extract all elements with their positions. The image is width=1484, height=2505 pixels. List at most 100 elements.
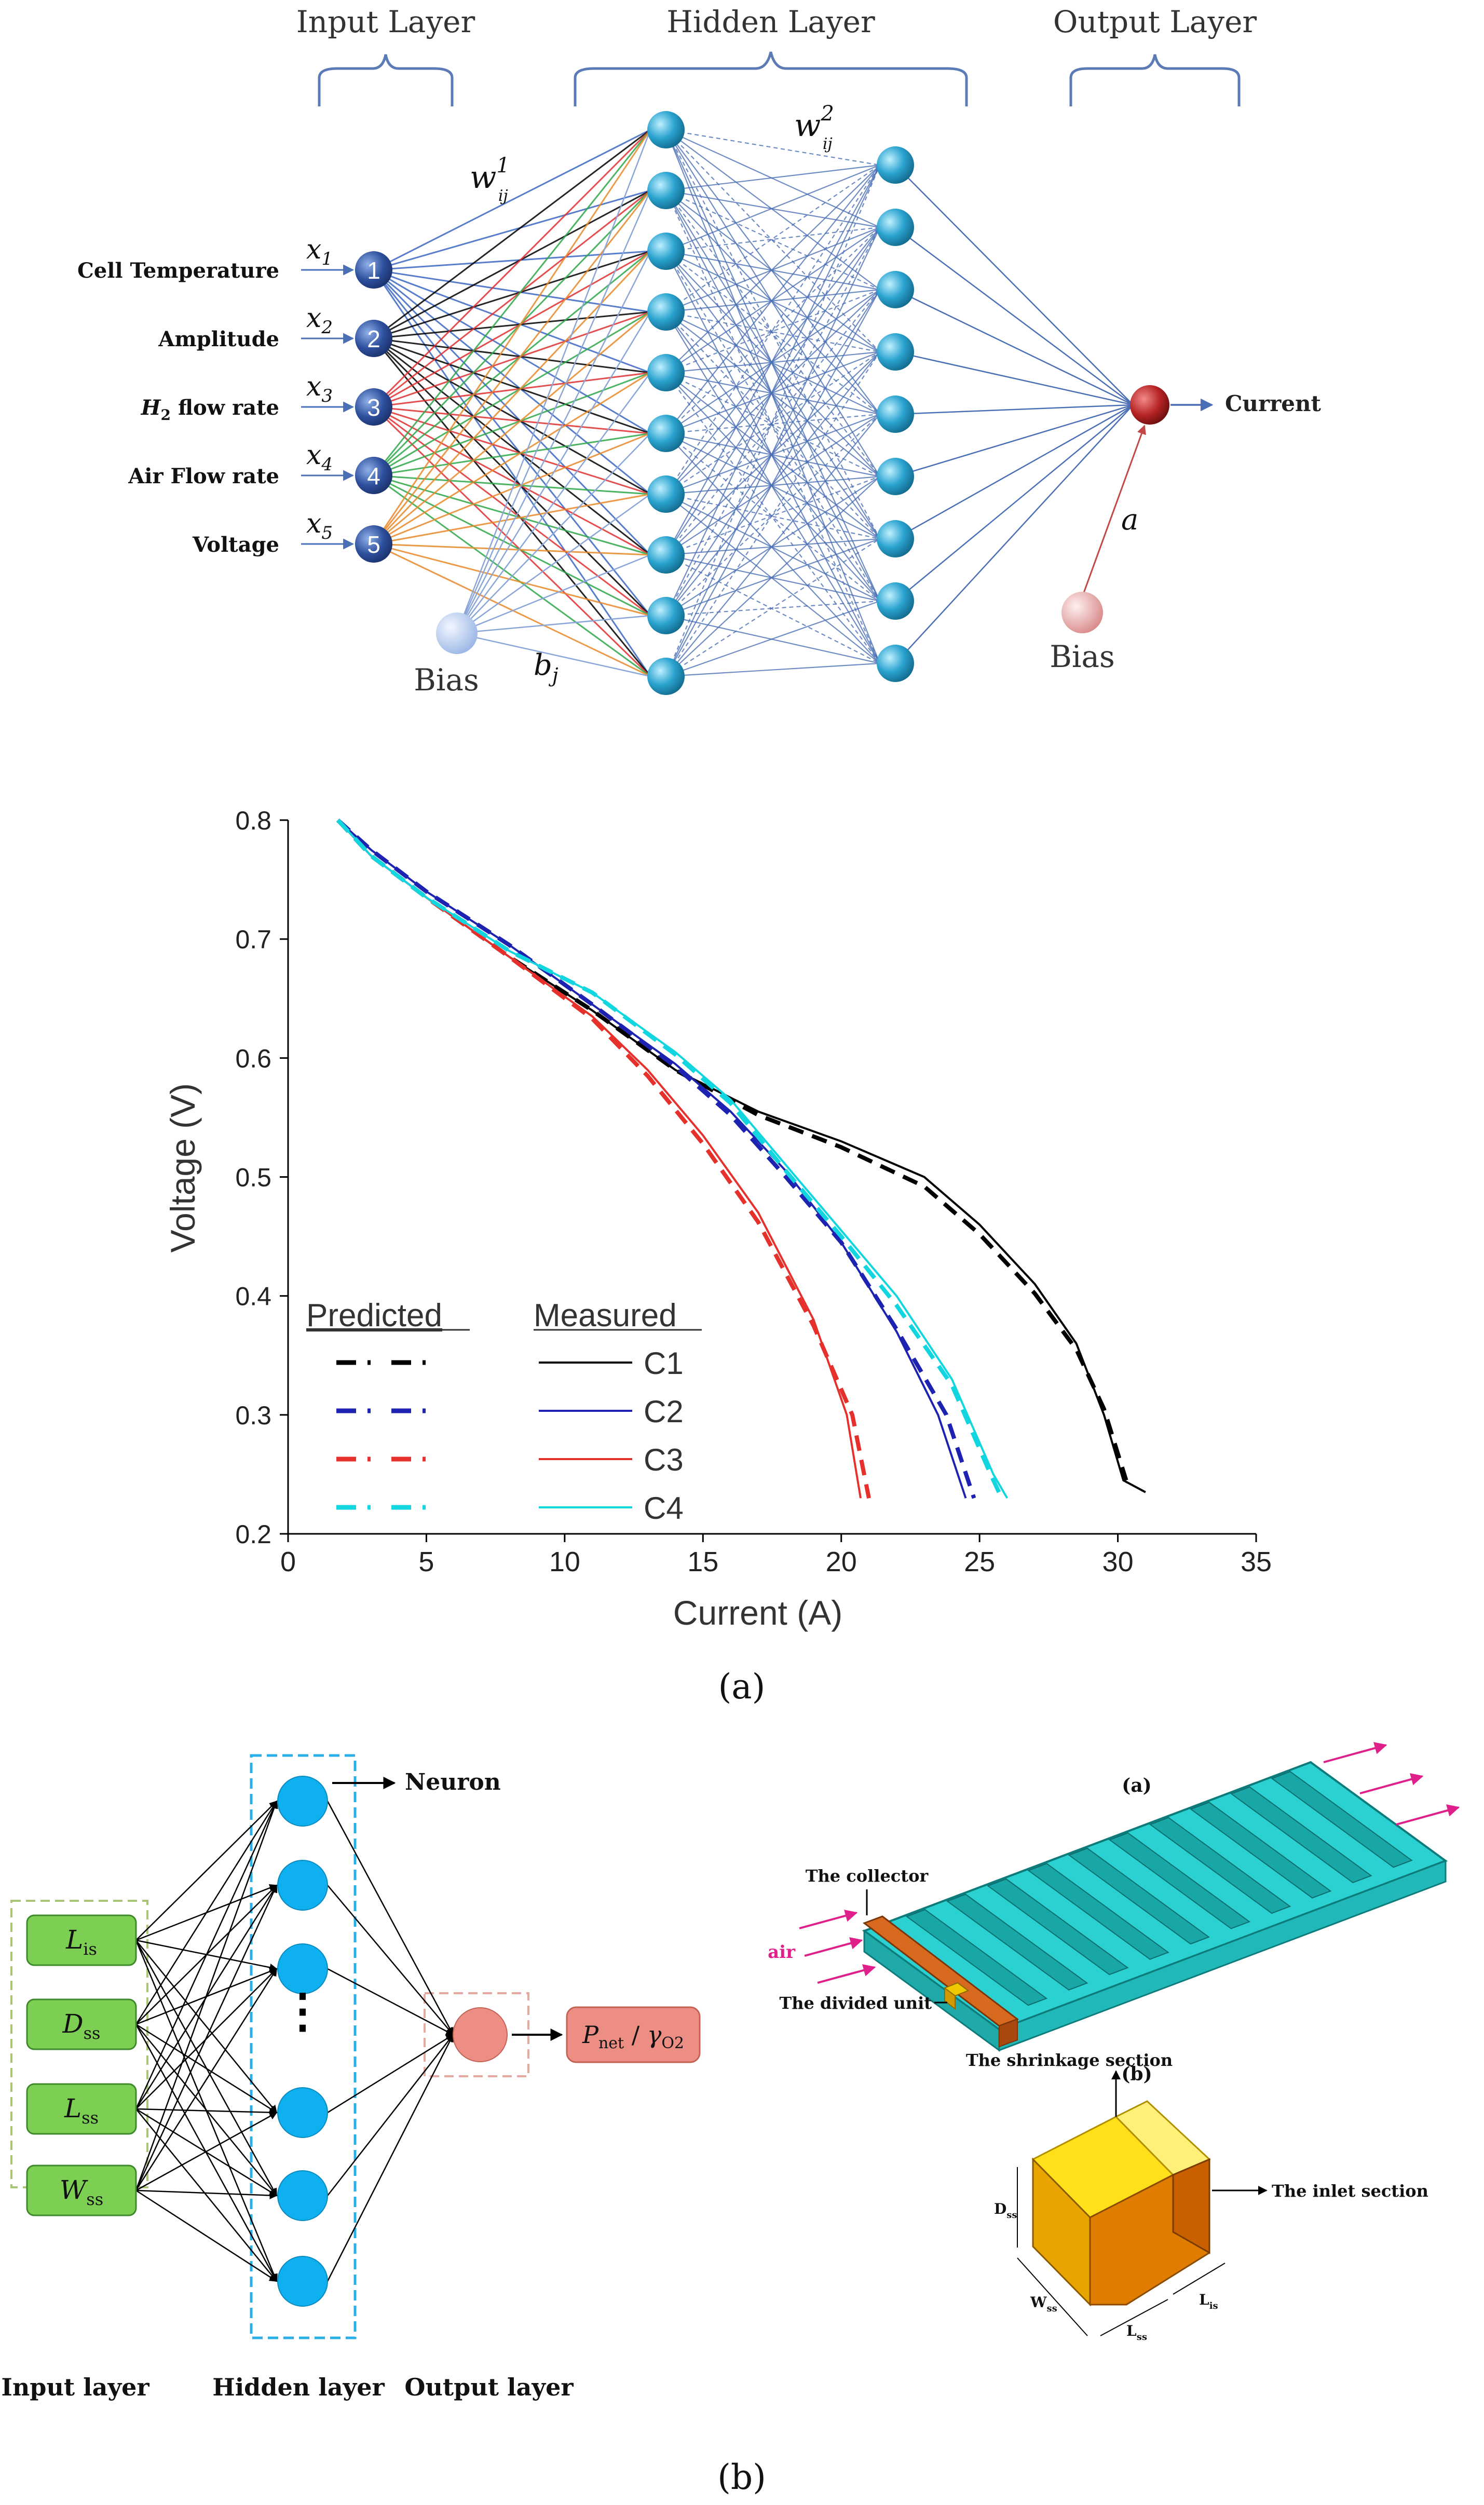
input-hidden-edge bbox=[373, 189, 651, 271]
hidden2-neuron bbox=[877, 333, 914, 371]
bias-hidden-edge bbox=[456, 251, 651, 634]
hidden-hidden-edge bbox=[665, 351, 880, 495]
flow-field-illustration: (a) air The collector The divided unit (… bbox=[768, 1742, 1460, 2343]
hidden1-neuron bbox=[647, 233, 685, 270]
output-bias-edge bbox=[1081, 425, 1146, 597]
hidden-hidden-edge bbox=[665, 433, 880, 664]
hidden-hidden-edge bbox=[665, 165, 881, 677]
bias-hidden-edge bbox=[456, 372, 651, 634]
hidden2-neuron bbox=[877, 271, 914, 308]
hidden2-neuron bbox=[877, 146, 914, 184]
bias-hidden-edge bbox=[456, 311, 651, 634]
input-variable-label: x2 bbox=[306, 303, 333, 338]
input-hidden-edge bbox=[373, 406, 651, 556]
hidden2-neuron bbox=[877, 396, 914, 433]
hidden-hidden-edge bbox=[665, 475, 880, 495]
input-variable-label: x4 bbox=[306, 440, 333, 475]
hidden-output-edge bbox=[895, 351, 1134, 406]
hidden-hidden-edge bbox=[665, 311, 880, 602]
input-hidden-edge bbox=[135, 1800, 278, 2191]
input-hidden-edge bbox=[373, 189, 651, 339]
hidden-hidden-edge bbox=[665, 129, 880, 290]
hidden-hidden-edge bbox=[665, 311, 880, 415]
output-layer-brace bbox=[1069, 54, 1241, 106]
hidden-hidden-edge bbox=[665, 129, 880, 352]
chart-axes: 0 5 10 15 20 25 30 35 0.2 0.3 0.4 0.5 0.6 0.7 0.8 bbox=[235, 806, 1272, 1577]
input-neuron-number: 5 bbox=[367, 531, 380, 558]
legend-series-label: C3 bbox=[644, 1442, 684, 1477]
chart-x-axis-label: Current (A) bbox=[673, 1594, 842, 1632]
polarization-chart: 0 5 10 15 20 25 30 35 0.2 0.3 0.4 0.5 0.6 0.7 0.8 Pred… bbox=[164, 806, 1272, 1632]
weight-label-1: w1 ij bbox=[470, 154, 510, 205]
input-neuron bbox=[355, 251, 392, 289]
hidden-hidden-edge bbox=[665, 251, 880, 539]
hidden1-neuron bbox=[647, 536, 685, 574]
input-feature-symbol: Lis bbox=[65, 1925, 97, 1959]
divided-unit-block-front bbox=[944, 1987, 956, 2010]
network-a-neurons: 1 2 3 4 5 bbox=[355, 111, 1169, 695]
hidden-hidden-edge bbox=[665, 372, 880, 477]
hidden-hidden-edge bbox=[665, 289, 880, 677]
input-hidden-edge bbox=[373, 269, 651, 434]
input-feature-symbol: Lss bbox=[64, 2093, 99, 2128]
input-hidden-edge bbox=[135, 1940, 277, 2114]
input-hidden-edge bbox=[135, 1800, 278, 2025]
hidden-hidden-edge bbox=[665, 494, 880, 602]
hidden-output-edge bbox=[895, 226, 1134, 406]
hidden1-neuron bbox=[647, 475, 685, 513]
hidden-neuron bbox=[277, 2256, 328, 2307]
input-hidden-edge bbox=[373, 311, 651, 339]
hidden-hidden-edge bbox=[665, 190, 880, 352]
hidden-hidden-edge bbox=[665, 554, 880, 664]
hidden-hidden-edge bbox=[665, 351, 880, 677]
chart-series bbox=[336, 819, 1146, 1499]
hidden-output-edge bbox=[895, 404, 1134, 540]
panel-b-network: Lis Dss Lss Wss ⋮ Neuron Pnet / γO2 Input l… bbox=[1, 1754, 701, 2401]
input-hidden-edge bbox=[373, 372, 651, 477]
hidden1-neuron bbox=[647, 293, 685, 331]
hidden-hidden-edge bbox=[665, 311, 880, 477]
hidden-neuron bbox=[277, 1943, 328, 1994]
hidden-hidden-edge bbox=[665, 538, 880, 677]
hidden-neuron bbox=[277, 1776, 328, 1827]
output-neuron bbox=[1130, 385, 1169, 425]
predicted-line-c2 bbox=[336, 819, 976, 1499]
input-variable-label: x3 bbox=[306, 371, 333, 406]
input-hidden-edge bbox=[135, 2024, 277, 2197]
hidden-hidden-edge bbox=[665, 600, 880, 677]
y-tick-label: 0.8 bbox=[235, 806, 271, 835]
input-hidden-edge bbox=[373, 474, 651, 556]
hidden-hidden-edge bbox=[665, 227, 880, 434]
x-tick-label: 25 bbox=[964, 1546, 995, 1577]
input-hidden-edge bbox=[373, 250, 651, 339]
shrinkage-label: The shrinkage section bbox=[966, 2050, 1173, 2070]
bias-hidden-edge bbox=[456, 615, 651, 634]
channel-rib bbox=[905, 1909, 1048, 2006]
input-hidden-edge bbox=[373, 250, 651, 271]
input-hidden-edge bbox=[135, 2108, 278, 2197]
input-hidden-edge bbox=[373, 337, 651, 374]
flow-field-plate bbox=[862, 1761, 1448, 2052]
hidden-hidden-edge bbox=[665, 432, 880, 478]
plate-channel-ribs bbox=[905, 1771, 1413, 2006]
hidden-hidden-edge bbox=[665, 250, 880, 291]
input-hidden-edge bbox=[373, 269, 651, 495]
input-hidden-edge bbox=[373, 311, 651, 408]
output-bias-label: Bias bbox=[1050, 639, 1115, 674]
hidden-hidden-edge bbox=[665, 351, 880, 374]
dim-lis-label: Lis bbox=[1199, 2291, 1218, 2311]
input-feature-label: H2 flow rate bbox=[141, 396, 279, 424]
input-hidden-edge bbox=[373, 269, 651, 313]
hidden-hidden-edge bbox=[665, 251, 880, 352]
input-hidden-edge bbox=[135, 2189, 278, 2199]
x-tick-label: 35 bbox=[1241, 1546, 1272, 1577]
hidden-output-edge bbox=[327, 1885, 454, 2036]
hidden-output-edge bbox=[326, 1801, 454, 2036]
predicted-line-c4 bbox=[336, 819, 1004, 1499]
input-bias-node bbox=[436, 612, 478, 654]
input-feature-symbol: Dss bbox=[62, 2009, 101, 2043]
legend-series-label: C2 bbox=[644, 1394, 684, 1429]
hidden-layer-label: Hidden layer bbox=[212, 2373, 385, 2401]
input-feature-label: Voltage bbox=[192, 533, 279, 557]
